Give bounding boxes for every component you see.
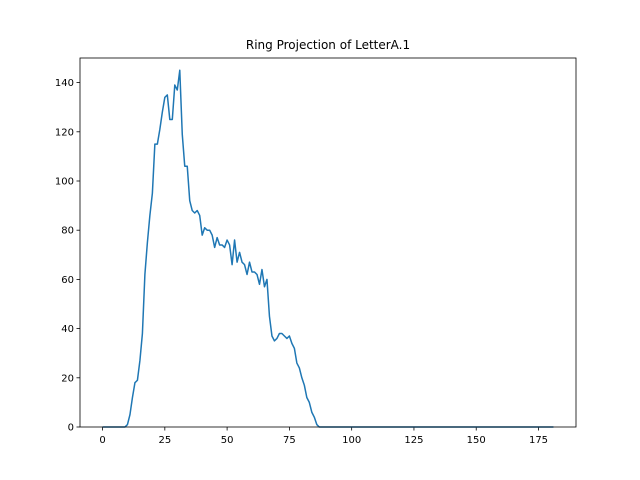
x-tick-label: 0 <box>99 435 105 446</box>
x-tick-label: 75 <box>283 435 296 446</box>
x-tick-label: 150 <box>467 435 486 446</box>
x-tick-label: 25 <box>158 435 171 446</box>
y-tick-label: 100 <box>55 177 74 188</box>
y-tick-label: 120 <box>55 127 74 138</box>
x-tick-label: 50 <box>221 435 234 446</box>
y-tick-label: 20 <box>61 373 74 384</box>
y-tick-label: 80 <box>61 226 74 237</box>
plot-frame <box>79 57 577 428</box>
y-tick-label: 140 <box>55 78 74 89</box>
y-tick-label: 0 <box>68 423 74 434</box>
x-tick-label: 100 <box>342 435 361 446</box>
y-tick-label: 60 <box>61 275 74 286</box>
x-tick-label: 125 <box>404 435 423 446</box>
y-tick-label: 40 <box>61 324 74 335</box>
chart-title: Ring Projection of LetterA.1 <box>246 38 410 52</box>
x-tick-label: 175 <box>529 435 548 446</box>
